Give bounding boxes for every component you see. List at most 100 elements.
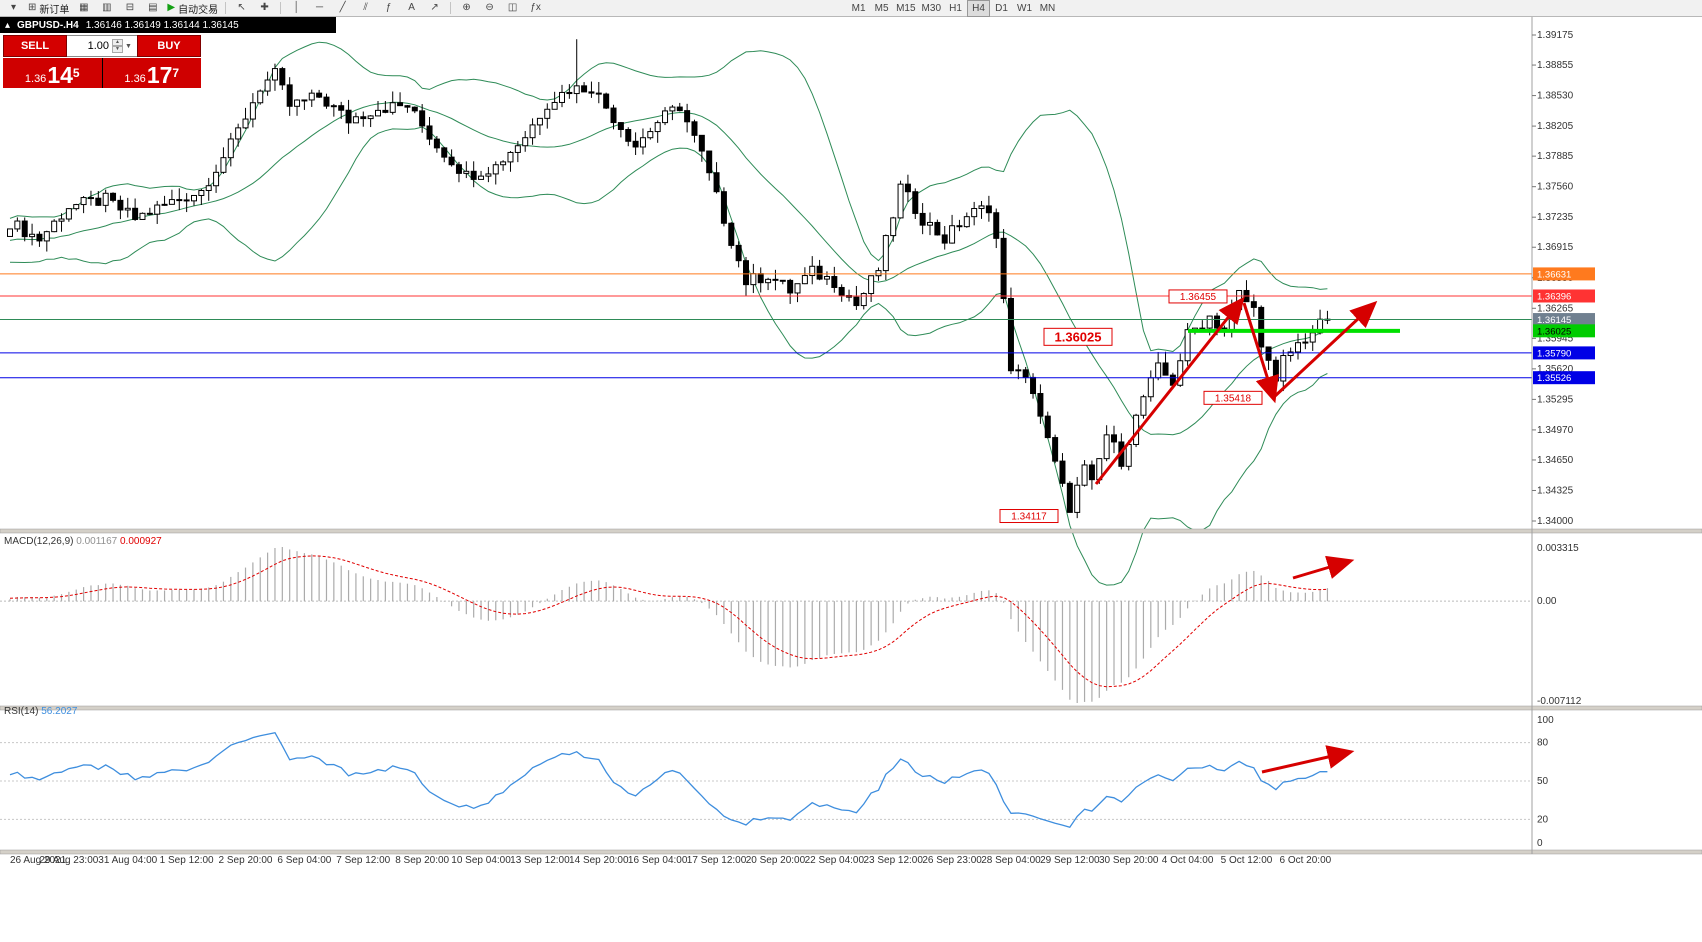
timeframe-h4-button[interactable]: H4 bbox=[967, 0, 990, 17]
price-tick-label: 1.35295 bbox=[1537, 394, 1574, 405]
market-watch-button[interactable]: ▦ bbox=[72, 0, 95, 17]
trend-arrow[interactable] bbox=[1242, 302, 1279, 404]
panel-separator[interactable] bbox=[0, 849, 1702, 855]
vertical-line-icon: │ bbox=[293, 2, 300, 13]
candle-body bbox=[985, 205, 992, 214]
timeframe-mn-button[interactable]: MN bbox=[1039, 2, 1056, 14]
price-annotation-box[interactable] bbox=[1043, 327, 1113, 346]
zoom-out-button[interactable]: ⊖ bbox=[478, 0, 501, 17]
data-window-button[interactable]: ▥ bbox=[95, 0, 118, 17]
candle-body bbox=[382, 109, 389, 113]
cursor-button[interactable]: ↖ bbox=[230, 0, 253, 17]
fibonacci-button[interactable]: ƒ bbox=[377, 0, 400, 17]
candle-body bbox=[301, 99, 308, 102]
time-label: 17 Sep 12:00 bbox=[687, 855, 747, 866]
candle-body bbox=[647, 131, 654, 139]
tile-windows-button[interactable]: ◫ bbox=[501, 0, 524, 17]
candle-body bbox=[625, 128, 632, 142]
timeframe-m1-button[interactable]: M1 bbox=[851, 2, 866, 14]
candle-body bbox=[441, 147, 448, 158]
candle-body bbox=[389, 102, 396, 113]
auto-trading-button[interactable]: ▶ 自动交易 bbox=[164, 0, 221, 17]
text-tool-button[interactable]: A bbox=[400, 0, 423, 17]
candle-body bbox=[662, 110, 669, 124]
trendline-button[interactable]: ╱ bbox=[331, 0, 354, 17]
lot-stepper[interactable]: ▲ ▼ bbox=[112, 39, 123, 53]
price-annotation-box[interactable] bbox=[999, 509, 1059, 524]
macd-label: MACD(12,26,9) 0.001167 0.000927 bbox=[4, 536, 162, 547]
rsi-trend-arrow[interactable] bbox=[1261, 745, 1355, 774]
timeframe-m15-button[interactable]: M15 bbox=[896, 2, 916, 14]
lot-size-input[interactable] bbox=[67, 39, 111, 53]
trendline-icon: ╱ bbox=[339, 2, 346, 13]
current-price-line-axis-label-text: 1.36145 bbox=[1537, 315, 1571, 326]
candle-body bbox=[338, 105, 345, 111]
chart-canvas[interactable]: 1.36455 1.36025 1.35418 1.34117 MACD(12,26,9… bbox=[0, 17, 1702, 942]
lot-dropdown-icon[interactable]: ▼ bbox=[125, 42, 132, 50]
sell-price-box[interactable]: 1.36 14 5 bbox=[3, 58, 102, 88]
time-label: 29 Aug 23:00 bbox=[39, 855, 98, 866]
panel-separator[interactable] bbox=[0, 705, 1702, 711]
resistance-line-axis-label-text: 1.36396 bbox=[1537, 291, 1571, 302]
terminal-button[interactable]: ▤ bbox=[141, 0, 164, 17]
candle-body bbox=[87, 197, 94, 200]
indicators-button[interactable]: ƒx bbox=[524, 0, 547, 17]
timeframe-h1-button[interactable]: H1 bbox=[949, 2, 962, 14]
candle-body bbox=[183, 199, 190, 202]
equidistant-channel-button[interactable]: ⫽ bbox=[354, 0, 377, 17]
time-label: 22 Sep 04:00 bbox=[805, 855, 865, 866]
candle-body bbox=[73, 204, 80, 210]
toolbar-separator bbox=[450, 2, 452, 14]
cursor-icon: ↖ bbox=[237, 2, 246, 13]
candle-body bbox=[787, 279, 794, 294]
candle-body bbox=[1022, 369, 1029, 378]
candle-body bbox=[242, 118, 249, 129]
time-label: 20 Sep 20:00 bbox=[746, 855, 806, 866]
new-order-button[interactable]: ⊞ 新订单 bbox=[25, 0, 72, 17]
price-tick-label: 1.36265 bbox=[1537, 303, 1574, 314]
price-tick-label: 1.39175 bbox=[1537, 30, 1574, 41]
time-label: 29 Sep 12:00 bbox=[1040, 855, 1100, 866]
rsi-axis-label: 20 bbox=[1537, 814, 1549, 825]
panel-separator[interactable] bbox=[0, 528, 1702, 534]
candle-body bbox=[213, 171, 220, 187]
sell-button[interactable]: SELL bbox=[3, 35, 67, 57]
price-tick-label: 1.34000 bbox=[1537, 516, 1574, 527]
price-tick-label: 1.37885 bbox=[1537, 151, 1574, 162]
candle-body bbox=[522, 137, 529, 147]
collapse-arrow-icon[interactable]: ▴ bbox=[5, 19, 11, 31]
zoom-in-button[interactable]: ⊕ bbox=[455, 0, 478, 17]
price-annotation-box[interactable] bbox=[1168, 289, 1228, 304]
time-label: 4 Oct 04:00 bbox=[1162, 855, 1214, 866]
support-line-lower-axis-label bbox=[1533, 371, 1595, 385]
macd-trend-arrow[interactable] bbox=[1292, 555, 1355, 580]
new-chart-button[interactable]: ▾ bbox=[2, 0, 25, 17]
candle-body bbox=[654, 122, 661, 133]
candle-body bbox=[772, 278, 779, 281]
buy-price-box[interactable]: 1.36 17 7 bbox=[102, 58, 201, 88]
navigator-button[interactable]: ⊟ bbox=[118, 0, 141, 17]
time-label: 31 Aug 04:00 bbox=[98, 855, 157, 866]
candle-body bbox=[1052, 437, 1059, 462]
crosshair-button[interactable]: ✚ bbox=[253, 0, 276, 17]
new-chart-icon: ▾ bbox=[10, 2, 17, 13]
time-label: 2 Sep 20:00 bbox=[219, 855, 273, 866]
candle-body bbox=[588, 91, 595, 94]
candle-body bbox=[14, 220, 21, 230]
rsi-axis-label: 100 bbox=[1537, 715, 1554, 726]
buy-button[interactable]: BUY bbox=[137, 35, 201, 57]
candle-body bbox=[853, 296, 860, 307]
arrows-tool-button[interactable]: ↗ bbox=[423, 0, 446, 17]
timeframe-m30-button[interactable]: M30 bbox=[921, 2, 941, 14]
vertical-line-button[interactable]: │ bbox=[285, 0, 308, 17]
timeframe-w1-button[interactable]: W1 bbox=[1017, 2, 1032, 14]
time-label: 23 Sep 12:00 bbox=[863, 855, 923, 866]
candle-body bbox=[978, 205, 985, 210]
timeframe-d1-button[interactable]: D1 bbox=[995, 2, 1008, 14]
trend-arrow[interactable] bbox=[1094, 296, 1245, 485]
price-tick-label: 1.36915 bbox=[1537, 242, 1574, 253]
trend-arrow[interactable] bbox=[1272, 300, 1378, 399]
timeframe-m5-button[interactable]: M5 bbox=[874, 2, 889, 14]
horizontal-line-button[interactable]: ─ bbox=[308, 0, 331, 17]
candle-body bbox=[448, 156, 455, 166]
